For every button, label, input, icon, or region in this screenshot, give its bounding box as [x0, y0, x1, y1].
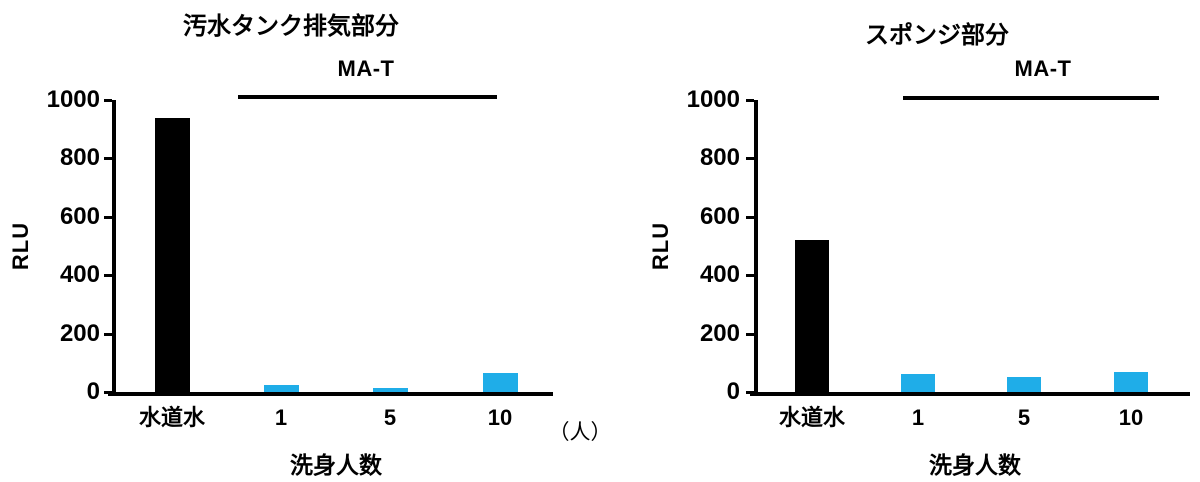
y-tick-mark — [104, 157, 112, 161]
chart-title: スポンジ部分 — [865, 22, 1009, 49]
y-tick-label: 0 — [86, 378, 100, 405]
y-axis-line — [112, 100, 116, 396]
x-tick-label: 10 — [1118, 405, 1144, 430]
x-tick-label: 水道水 — [778, 405, 846, 430]
group-bracket-line — [238, 95, 497, 99]
bar-10 — [482, 373, 518, 392]
bar-水道水 — [154, 117, 190, 392]
y-tick-mark — [746, 274, 754, 278]
x-axis-line — [750, 392, 1190, 396]
y-tick-mark — [746, 157, 754, 161]
y-tick-mark — [746, 215, 754, 219]
y-tick-label: 800 — [59, 144, 100, 172]
x-axis-line — [108, 392, 553, 396]
x-axis-title: 洗身人数 — [290, 452, 382, 478]
x-tick-label: 1 — [911, 405, 925, 430]
bar-水道水 — [795, 240, 829, 392]
y-tick-label: 800 — [699, 144, 740, 172]
bar-10 — [1114, 372, 1148, 392]
y-axis-line — [754, 100, 758, 396]
bar-5 — [1007, 376, 1041, 392]
y-tick-label: 600 — [699, 202, 740, 230]
chart-title: 汚水タンク排気部分 — [183, 13, 399, 40]
y-tick-label: 1000 — [686, 86, 740, 113]
y-tick-label: 200 — [59, 319, 100, 347]
y-tick-mark — [746, 391, 754, 394]
y-tick-mark — [104, 274, 112, 278]
bar-5 — [372, 388, 408, 392]
y-tick-label: 0 — [726, 378, 740, 405]
y-tick-mark — [746, 99, 754, 102]
y-tick-mark — [746, 332, 754, 336]
group-label: MA-T — [337, 56, 395, 81]
y-tick-label: 400 — [59, 261, 100, 289]
y-tick-label: 600 — [59, 202, 100, 230]
bar-1 — [901, 374, 935, 392]
y-tick-label: 400 — [699, 261, 740, 289]
x-axis-title: 洗身人数 — [929, 452, 1021, 478]
y-tick-mark — [104, 215, 112, 219]
y-tick-mark — [104, 391, 112, 394]
y-tick-mark — [104, 99, 112, 102]
group-label: MA-T — [1014, 56, 1072, 81]
y-tick-mark — [104, 332, 112, 336]
unit-label: （人） — [548, 421, 612, 444]
x-tick-label: 1 — [274, 405, 288, 430]
x-tick-label: 10 — [487, 405, 513, 430]
bar-1 — [263, 384, 299, 392]
y-tick-label: 1000 — [46, 86, 100, 113]
x-tick-label: 水道水 — [138, 405, 206, 430]
x-tick-label: 5 — [383, 405, 397, 430]
group-bracket-line — [903, 96, 1159, 100]
x-tick-label: 5 — [1017, 405, 1031, 430]
y-tick-label: 200 — [699, 319, 740, 347]
